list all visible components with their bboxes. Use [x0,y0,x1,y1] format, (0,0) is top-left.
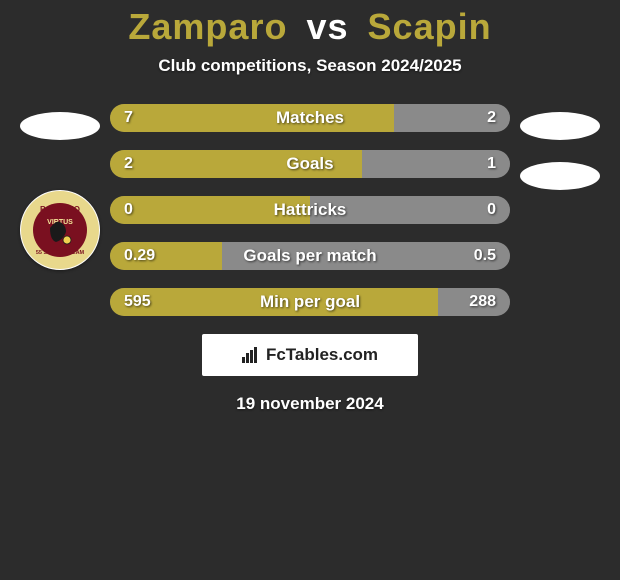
bar-value-right: 288 [469,288,496,316]
vs-label: vs [306,6,348,47]
svg-text:55 SOCCER TEAM: 55 SOCCER TEAM [36,250,85,256]
bar-label: Matches [110,104,510,132]
player1-name: Zamparo [128,6,287,47]
bar-label: Goals per match [110,242,510,270]
stat-bar: Hattricks0 0 [110,196,510,224]
player2-placeholder1-icon [520,112,600,140]
date-text: 19 november 2024 [0,394,620,414]
stat-bar: Matches7 2 [110,104,510,132]
bars-icon [242,347,260,363]
player2-logo-area [520,104,600,184]
player2-placeholder2-icon [520,162,600,190]
bar-label: Hattricks [110,196,510,224]
bar-value-right: 0 [487,196,496,224]
club-badge-icon: BASSANO 55 SOCCER TEAM VIRTUS [20,190,100,270]
stat-bar: Goals per match0.29 0.5 [110,242,510,270]
player1-logo-area: BASSANO 55 SOCCER TEAM VIRTUS [20,104,100,184]
bar-label: Min per goal [110,288,510,316]
infographic-container: Zamparo vs Scapin Club competitions, Sea… [0,0,620,414]
bar-value-left: 2 [124,150,133,178]
main-area: BASSANO 55 SOCCER TEAM VIRTUS Matches72G… [0,104,620,414]
bars-wrap: Matches72Goals21Hattricks00Goals per mat… [110,104,510,316]
title-row: Zamparo vs Scapin [0,6,620,48]
bar-value-right: 2 [487,104,496,132]
attribution-badge: FcTables.com [202,334,418,376]
bar-label: Goals [110,150,510,178]
stat-bar: Min per goal595 288 [110,288,510,316]
stat-bar: Goals2 1 [110,150,510,178]
svg-text:BASSANO: BASSANO [40,205,80,214]
bar-value-left: 595 [124,288,151,316]
bar-value-right: 1 [487,150,496,178]
subtitle: Club competitions, Season 2024/2025 [0,56,620,76]
attribution-text: FcTables.com [266,345,378,365]
player2-name: Scapin [368,6,492,47]
bar-value-left: 0 [124,196,133,224]
player1-placeholder-icon [20,112,100,140]
bar-value-left: 7 [124,104,133,132]
bar-value-left: 0.29 [124,242,155,270]
bar-value-right: 0.5 [474,242,496,270]
